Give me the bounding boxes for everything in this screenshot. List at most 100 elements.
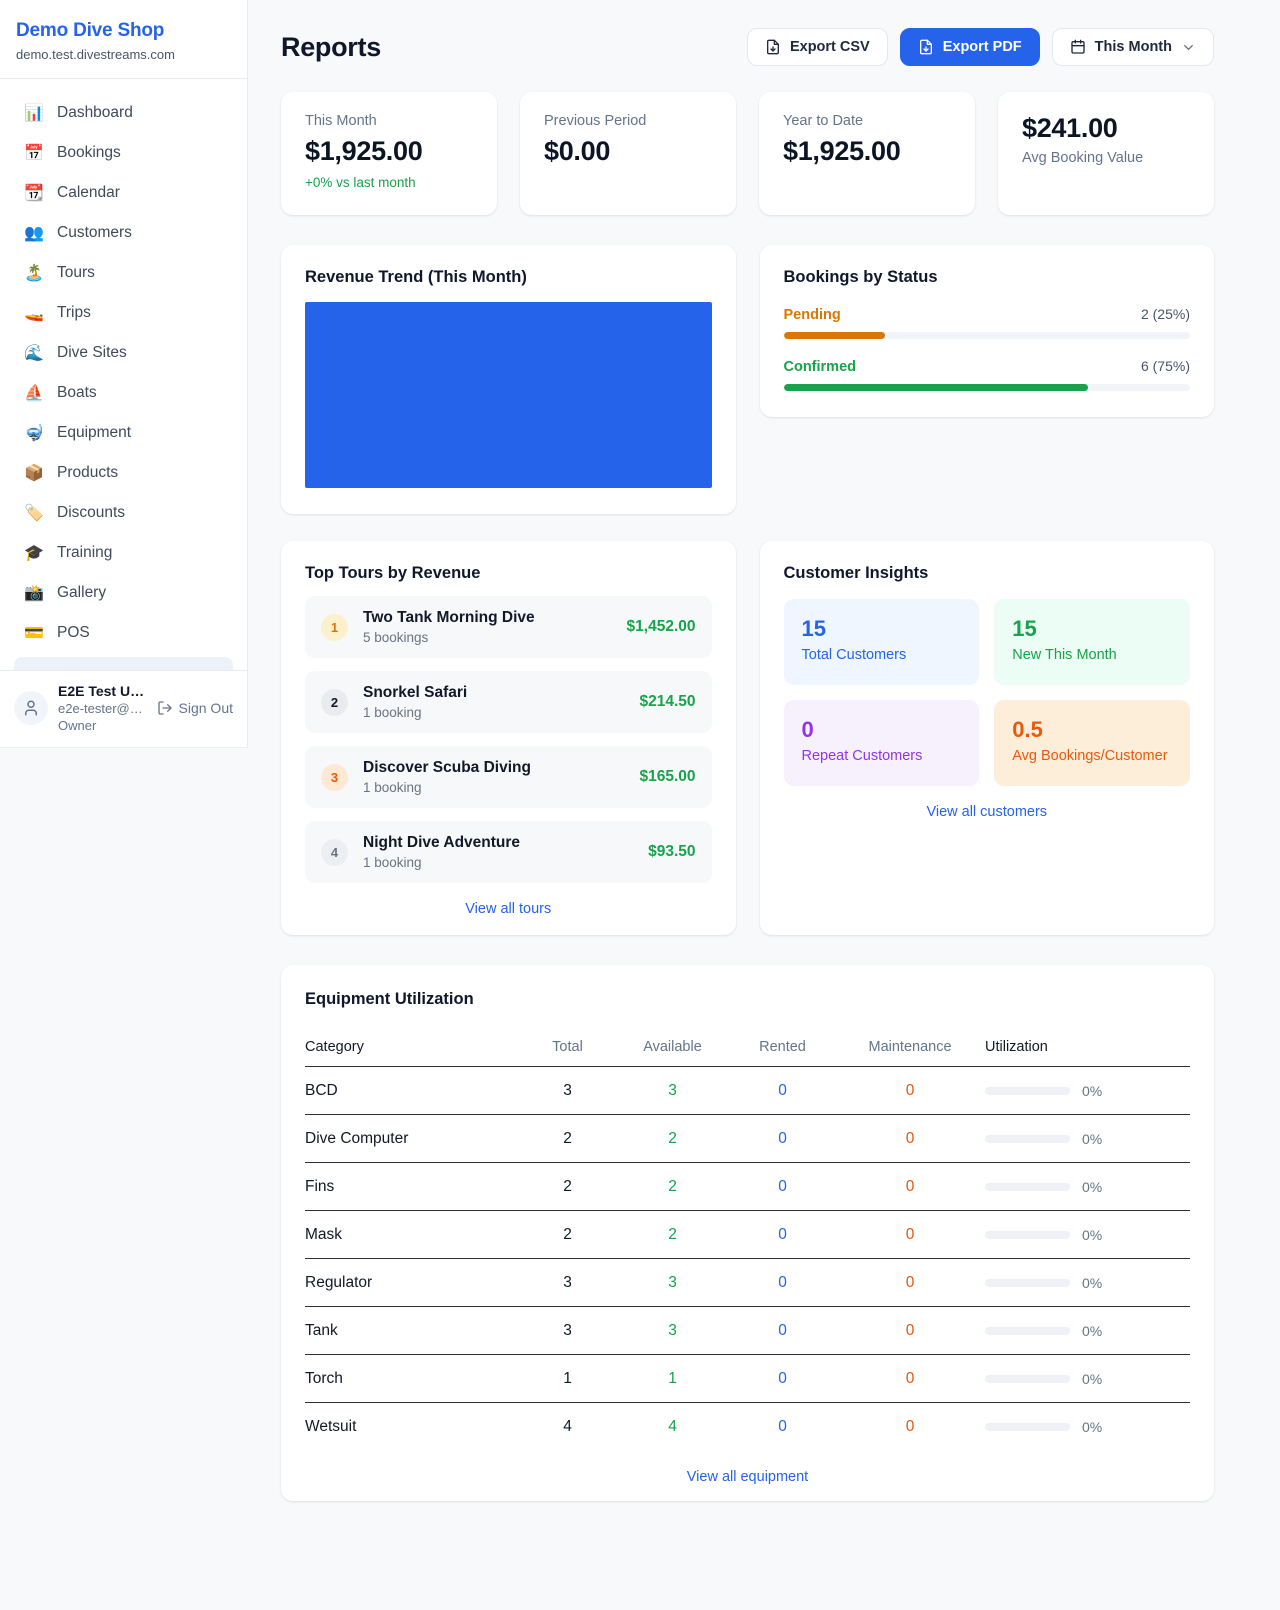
status-line: Pending 2 (25%) [784, 306, 1191, 323]
equipment-utilization-cell: 0% [985, 1419, 1190, 1435]
equipment-maintenance: 0 [905, 1081, 915, 1099]
bookings-by-status-list: Pending 2 (25%) Confirmed 6 (75%) [783, 306, 1191, 391]
sidebar-item-label: Discounts [57, 504, 126, 521]
top-tours-card: Top Tours by Revenue 1 Two Tank Morning D… [281, 541, 736, 935]
equipment-available: 2 [668, 1129, 677, 1147]
products-icon: 📦 [24, 465, 44, 482]
utilization-bar [985, 1230, 1070, 1239]
utilization-percent: 0% [1082, 1178, 1103, 1195]
utilization-percent: 0% [1082, 1419, 1103, 1435]
tile-label: Repeat Customers [801, 748, 923, 764]
sidebar-item-tours[interactable]: 🏝️ Tours [14, 253, 233, 293]
utilization-bar [985, 1326, 1070, 1335]
rank-badge: 1 [321, 613, 348, 641]
equipment-total: 3 [563, 1273, 572, 1291]
equipment-total: 2 [563, 1177, 572, 1195]
tour-row-two-tank-morning-dive: 1 Two Tank Morning Dive 5 bookings $1,452.0… [305, 596, 712, 658]
revenue-trend-chart [305, 302, 712, 488]
sign-out-button[interactable]: Sign Out [157, 700, 233, 716]
equipment-rented: 0 [778, 1418, 787, 1435]
equipment-available: 3 [668, 1081, 677, 1099]
file-down-icon [918, 39, 934, 55]
revenue-trend-card: Revenue Trend (This Month) [281, 245, 736, 514]
sidebar-item-discounts[interactable]: 🏷️ Discounts [14, 493, 233, 533]
view-all-customers-link[interactable]: View all customers [926, 804, 1048, 820]
sidebar-item-training[interactable]: 🎓 Training [14, 533, 233, 573]
top-tours-title: Top Tours by Revenue [305, 564, 481, 582]
sidebar-item-gallery[interactable]: 📸 Gallery [14, 573, 233, 613]
sidebar-item-label: Gallery [57, 584, 107, 601]
stat-value: $1,925.00 [783, 136, 901, 166]
sidebar-item-calendar[interactable]: 📆 Calendar [14, 173, 233, 213]
equipment-row-regulator: Regulator 3 3 0 0 0% [305, 1259, 1190, 1307]
page-header: Reports Export CSV Export PDF [281, 28, 1214, 66]
sidebar-item-bookings[interactable]: 📅 Bookings [14, 133, 233, 173]
sidebar-item-label: Calendar [57, 184, 120, 201]
revenue-trend-title: Revenue Trend (This Month) [305, 268, 527, 286]
equipment-row-wetsuit: Wetsuit 4 4 0 0 0% [305, 1403, 1190, 1451]
export-pdf-label: Export PDF [942, 39, 1022, 55]
equipment-rented: 0 [778, 1321, 787, 1339]
equipment-available: 2 [668, 1177, 677, 1195]
pos-icon: 💳 [24, 625, 44, 642]
page-title: Reports [281, 31, 381, 62]
discounts-icon: 🏷️ [24, 505, 44, 522]
training-icon: 🎓 [24, 545, 44, 562]
equipment-category: Regulator [305, 1273, 373, 1291]
view-all-tours-link[interactable]: View all tours [465, 901, 552, 917]
tour-row-night-dive-adventure: 4 Night Dive Adventure 1 booking $93.50 [305, 821, 712, 883]
tour-revenue: $165.00 [639, 768, 696, 785]
sidebar-item-dive-sites[interactable]: 🌊 Dive Sites [14, 333, 233, 373]
sidebar-item-pos[interactable]: 💳 POS [14, 613, 233, 653]
tour-bookings: 1 booking [363, 855, 422, 870]
shop-domain: demo.test.divestreams.com [16, 47, 175, 62]
equipment-total: 3 [563, 1321, 572, 1339]
equipment-row-tank: Tank 3 3 0 0 0% [305, 1307, 1190, 1355]
view-all-equipment-link[interactable]: View all equipment [686, 1469, 809, 1485]
file-down-icon [765, 39, 781, 55]
sidebar-item-customers[interactable]: 👥 Customers [14, 213, 233, 253]
insight-tile-total-customers: 15 Total Customers [783, 599, 980, 685]
utilization-percent: 0% [1082, 1322, 1103, 1339]
equipment-table-body: BCD 3 3 0 0 0% Dive Computer 2 2 0 0 0% Fins 2 2 0 0 0% Ma… [305, 1067, 1190, 1451]
equipment-category: Mask [305, 1225, 343, 1243]
equipment-total: 2 [563, 1225, 572, 1243]
export-csv-button[interactable]: Export CSV [746, 28, 888, 66]
equipment-rented: 0 [778, 1273, 787, 1291]
sidebar-item-products[interactable]: 📦 Products [14, 453, 233, 493]
equipment-maintenance: 0 [905, 1369, 915, 1387]
rank-badge: 3 [321, 763, 348, 791]
sidebar-item-trips[interactable]: 🚤 Trips [14, 293, 233, 333]
status-line: Confirmed 6 (75%) [784, 358, 1191, 375]
equipment-utilization-cell: 0% [985, 1371, 1190, 1387]
equipment-total: 1 [563, 1369, 572, 1387]
column-header-total: Total [552, 1038, 583, 1055]
sidebar: Demo Dive Shop demo.test.divestreams.com… [0, 0, 248, 748]
sidebar-item-dashboard[interactable]: 📊 Dashboard [14, 93, 233, 133]
user-role: Owner [58, 718, 97, 733]
tour-bookings: 1 booking [363, 705, 422, 720]
equipment-maintenance: 0 [905, 1177, 915, 1195]
sidebar-item-label: Tours [57, 264, 95, 281]
logout-icon [157, 700, 173, 716]
utilization-bar [985, 1423, 1070, 1431]
status-label: Confirmed [783, 359, 857, 375]
sidebar-item-equipment[interactable]: 🤿 Equipment [14, 413, 233, 453]
sidebar-item-boats[interactable]: ⛵ Boats [14, 373, 233, 413]
stat-card-previous-period: Previous Period $0.00 [520, 92, 736, 215]
status-bar-fill [783, 332, 886, 339]
sidebar-active-item-partial[interactable] [14, 657, 233, 670]
equipment-rented: 0 [778, 1177, 787, 1195]
tour-info: Snorkel Safari 1 booking [363, 684, 467, 720]
equipment-icon: 🤿 [24, 425, 44, 442]
period-select[interactable]: This Month [1051, 28, 1214, 66]
tour-info: Discover Scuba Diving 1 booking [363, 759, 531, 795]
equipment-rented: 0 [778, 1081, 787, 1099]
tour-name: Snorkel Safari [363, 684, 468, 701]
export-pdf-button[interactable]: Export PDF [899, 28, 1040, 66]
equipment-available: 1 [668, 1369, 677, 1387]
tour-info: Two Tank Morning Dive 5 bookings [363, 609, 535, 645]
column-header-available: Available [643, 1038, 702, 1055]
sidebar-header: Demo Dive Shop demo.test.divestreams.com [0, 0, 247, 79]
tile-value: 0.5 [1012, 717, 1043, 742]
